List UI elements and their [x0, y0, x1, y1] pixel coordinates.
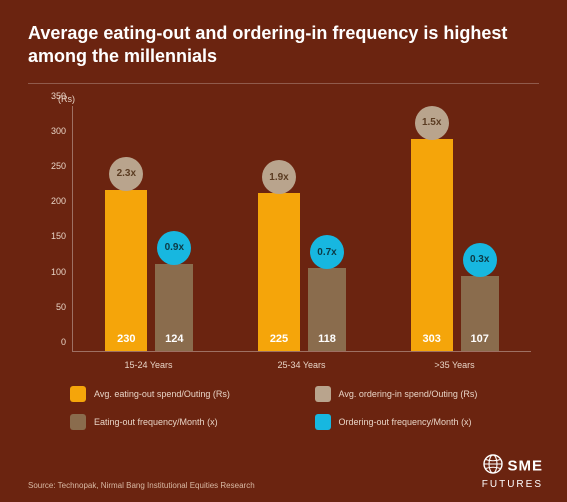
ordering-spend-bar: 1180.7x [308, 268, 346, 351]
chart-area: (Rs) 050100150200250300350 2302.3x1240.9… [38, 100, 531, 370]
bar-group: 3031.5x1070.3x [378, 106, 531, 351]
divider [28, 83, 539, 84]
legend-label: Ordering-out frequency/Month (x) [339, 417, 472, 427]
eating-freq-badge: 1.9x [262, 160, 296, 194]
legend-swatch [315, 386, 331, 402]
legend-item: Avg. eating-out spend/Outing (Rs) [70, 386, 295, 402]
ordering-freq-badge: 0.7x [310, 235, 344, 269]
legend-item: Eating-out frequency/Month (x) [70, 414, 295, 430]
legend-swatch [70, 386, 86, 402]
legend-label: Eating-out frequency/Month (x) [94, 417, 218, 427]
legend-swatch [70, 414, 86, 430]
legend-label: Avg. eating-out spend/Outing (Rs) [94, 389, 230, 399]
globe-icon [483, 454, 503, 479]
y-tick: 50 [56, 302, 66, 312]
eating-spend-bar: 2251.9x [258, 193, 300, 351]
chart-title: Average eating-out and ordering-in frequ… [28, 22, 539, 69]
x-label: 25-34 Years [225, 360, 378, 370]
legend-item: Ordering-out frequency/Month (x) [315, 414, 540, 430]
y-tick: 300 [51, 126, 66, 136]
eating-spend-bar: 3031.5x [411, 139, 453, 351]
plot-area: 2302.3x1240.9x2251.9x1180.7x3031.5x1070.… [72, 106, 531, 352]
ordering-spend-bar: 1070.3x [461, 276, 499, 351]
legend-item: Avg. ordering-in spend/Outing (Rs) [315, 386, 540, 402]
x-label: >35 Years [378, 360, 531, 370]
x-axis: 15-24 Years25-34 Years>35 Years [72, 360, 531, 370]
eating-freq-badge: 2.3x [109, 157, 143, 191]
bar-value: 303 [411, 333, 453, 345]
bar-group: 2302.3x1240.9x [73, 106, 226, 351]
y-tick: 200 [51, 196, 66, 206]
legend-label: Avg. ordering-in spend/Outing (Rs) [339, 389, 478, 399]
bar-value: 107 [461, 333, 499, 345]
logo-text-bottom: FUTURES [482, 479, 543, 490]
x-label: 15-24 Years [72, 360, 225, 370]
y-tick: 250 [51, 161, 66, 171]
bar-group: 2251.9x1180.7x [226, 106, 379, 351]
ordering-freq-badge: 0.9x [157, 231, 191, 265]
brand-logo: SME FUTURES [482, 454, 543, 490]
eating-spend-bar: 2302.3x [105, 190, 147, 351]
y-tick: 0 [61, 337, 66, 347]
y-axis: 050100150200250300350 [38, 106, 70, 352]
ordering-spend-bar: 1240.9x [155, 264, 193, 351]
logo-text-top: SME [507, 458, 543, 475]
source-text: Source: Technopak, Nirmal Bang Instituti… [28, 481, 255, 490]
bar-value: 230 [105, 333, 147, 345]
bar-value: 124 [155, 333, 193, 345]
y-tick: 100 [51, 267, 66, 277]
eating-freq-badge: 1.5x [415, 106, 449, 140]
legend-swatch [315, 414, 331, 430]
bar-value: 225 [258, 333, 300, 345]
bar-value: 118 [308, 333, 346, 345]
y-tick: 150 [51, 231, 66, 241]
legend: Avg. eating-out spend/Outing (Rs) Avg. or… [70, 386, 539, 430]
y-tick: 350 [51, 91, 66, 101]
ordering-freq-badge: 0.3x [463, 243, 497, 277]
